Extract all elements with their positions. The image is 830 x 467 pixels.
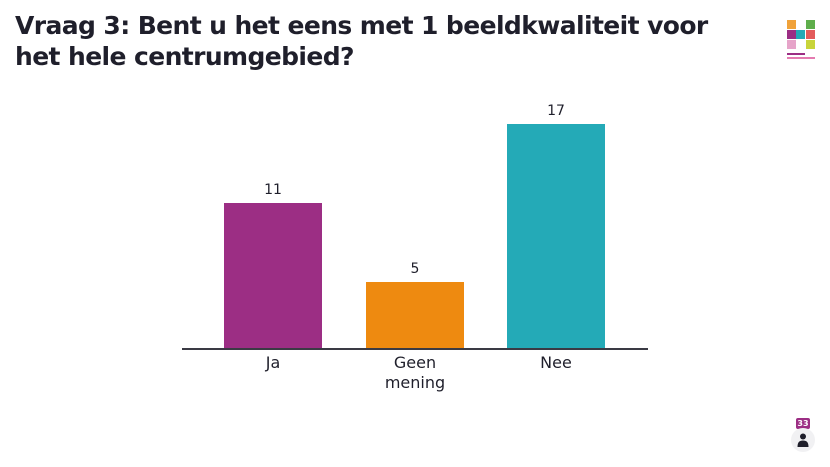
bar-geen-mening <box>366 282 464 349</box>
participants-indicator[interactable]: 33 <box>790 416 818 456</box>
municipality-logo-icon <box>786 20 816 62</box>
category-label-text: mening <box>384 373 446 392</box>
logo-tile <box>806 40 815 49</box>
logo-text-line <box>787 53 805 55</box>
bar-value-geen-mening: 5 <box>410 261 420 277</box>
category-label-text: Ja <box>265 353 281 372</box>
logo-tile <box>806 20 815 29</box>
x-axis-line <box>182 348 648 350</box>
logo-text-line <box>787 57 815 59</box>
logo-tile <box>806 30 815 39</box>
participant-count-badge: 33 <box>796 418 810 429</box>
logo-tile <box>796 30 805 39</box>
bar-value-nee: 17 <box>547 103 565 119</box>
bar-ja <box>224 203 322 349</box>
logo-tile <box>787 40 796 49</box>
participants-button[interactable] <box>791 428 815 452</box>
person-icon <box>797 433 809 447</box>
logo-tile <box>787 30 796 39</box>
category-label-geen-mening: Geen mening <box>355 353 475 393</box>
logo-tile <box>787 20 796 29</box>
slide-title: Vraag 3: Bent u het eens met 1 beeldkwal… <box>15 11 708 71</box>
category-label-text: Nee <box>540 353 572 372</box>
category-label-ja: Ja <box>213 353 333 373</box>
bar-value-ja: 11 <box>264 182 282 198</box>
bar-nee <box>507 124 605 349</box>
category-label-text: Geen <box>393 353 437 372</box>
category-label-nee: Nee <box>496 353 616 373</box>
